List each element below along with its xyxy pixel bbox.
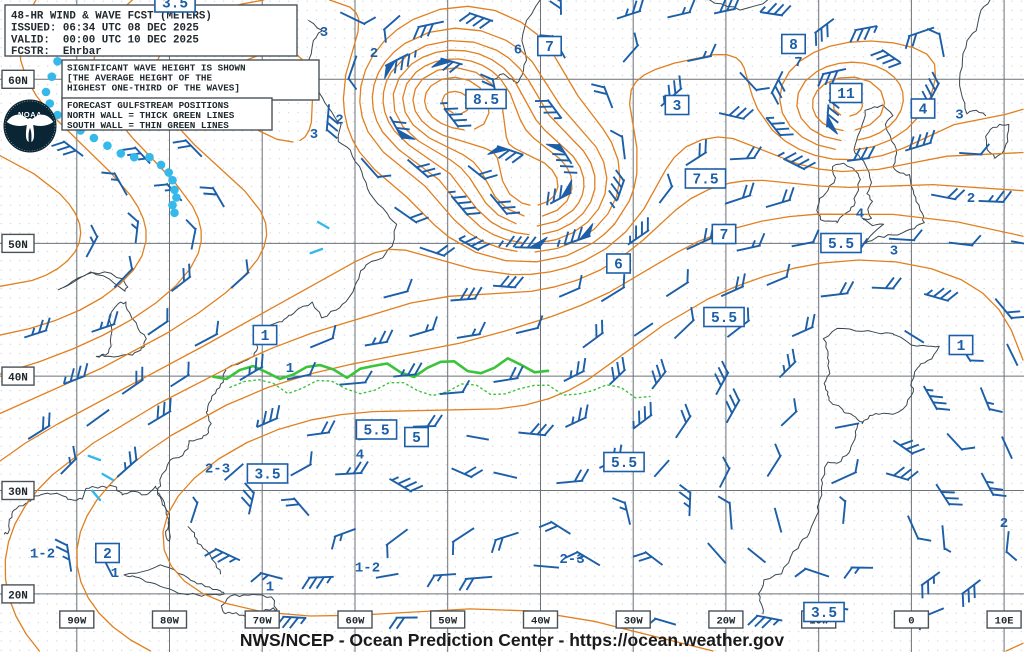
svg-text:4: 4 — [856, 207, 864, 223]
svg-text:1: 1 — [286, 361, 294, 377]
svg-text:1: 1 — [261, 329, 270, 345]
svg-text:7: 7 — [720, 228, 729, 244]
svg-text:FORECAST GULFSTREAM POSITIONS: FORECAST GULFSTREAM POSITIONS NORTH WALL… — [67, 100, 240, 131]
svg-text:2: 2 — [967, 191, 975, 207]
svg-text:5: 5 — [412, 431, 421, 447]
svg-text:50W: 50W — [438, 616, 458, 628]
svg-text:1: 1 — [266, 580, 274, 596]
svg-text:5.5: 5.5 — [711, 311, 737, 327]
svg-text:40N: 40N — [8, 373, 28, 385]
svg-text:3: 3 — [673, 99, 682, 115]
svg-text:6: 6 — [514, 43, 522, 59]
svg-text:1: 1 — [111, 566, 119, 582]
svg-text:1: 1 — [957, 339, 966, 355]
svg-text:20W: 20W — [716, 616, 736, 628]
svg-text:7: 7 — [794, 55, 802, 71]
svg-text:3: 3 — [320, 25, 328, 41]
svg-text:5.5: 5.5 — [611, 456, 637, 472]
svg-text:20N: 20N — [8, 590, 28, 602]
svg-text:3: 3 — [890, 244, 898, 260]
svg-text:70W: 70W — [253, 616, 273, 628]
svg-text:3: 3 — [955, 108, 963, 124]
svg-text:80W: 80W — [160, 616, 180, 628]
svg-text:11: 11 — [837, 87, 855, 103]
svg-text:40W: 40W — [531, 616, 551, 628]
svg-text:3: 3 — [310, 127, 318, 143]
svg-text:1-2: 1-2 — [30, 547, 55, 563]
svg-text:7.5: 7.5 — [692, 173, 718, 189]
svg-text:30N: 30N — [8, 487, 28, 499]
svg-text:60W: 60W — [346, 616, 366, 628]
svg-text:3.5: 3.5 — [162, 0, 188, 13]
svg-text:2-3: 2-3 — [559, 552, 584, 568]
svg-text:90W: 90W — [67, 616, 87, 628]
svg-text:NOAA: NOAA — [18, 110, 42, 119]
svg-text:5.5: 5.5 — [828, 237, 854, 253]
svg-text:8.5: 8.5 — [473, 93, 499, 109]
svg-text:50N: 50N — [8, 240, 28, 252]
svg-text:2: 2 — [370, 46, 378, 62]
svg-text:3.5: 3.5 — [254, 468, 280, 484]
svg-text:8: 8 — [789, 38, 798, 54]
svg-text:10E: 10E — [995, 616, 1014, 628]
svg-text:1-2: 1-2 — [355, 561, 380, 577]
svg-text:3.5: 3.5 — [811, 606, 837, 622]
svg-text:5.5: 5.5 — [363, 424, 389, 440]
svg-text:6: 6 — [614, 258, 623, 274]
svg-text:NWS/NCEP - Ocean Prediction Ce: NWS/NCEP - Ocean Prediction Center - htt… — [240, 630, 784, 650]
svg-text:0: 0 — [908, 616, 914, 628]
svg-text:2: 2 — [335, 113, 343, 129]
svg-text:2: 2 — [1000, 516, 1008, 532]
svg-text:60N: 60N — [8, 76, 28, 88]
svg-text:30W: 30W — [624, 616, 644, 628]
svg-text:2-3: 2-3 — [205, 462, 230, 478]
svg-text:4: 4 — [919, 103, 928, 119]
svg-text:7: 7 — [545, 40, 554, 56]
svg-text:4: 4 — [356, 448, 364, 464]
svg-text:2: 2 — [103, 547, 112, 563]
